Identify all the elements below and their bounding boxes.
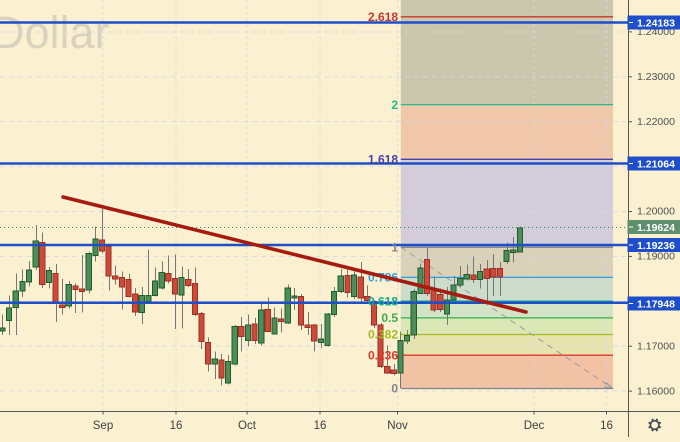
svg-text:1.20000: 1.20000 bbox=[637, 206, 675, 218]
svg-text:2.618: 2.618 bbox=[368, 10, 398, 24]
svg-text:1.22000: 1.22000 bbox=[637, 116, 675, 128]
svg-text:2: 2 bbox=[391, 98, 398, 112]
svg-text:Nov: Nov bbox=[387, 420, 408, 432]
svg-text:0.382: 0.382 bbox=[368, 328, 398, 342]
svg-text:1.17000: 1.17000 bbox=[637, 340, 675, 352]
svg-text:1.17948: 1.17948 bbox=[637, 298, 675, 310]
svg-text:Oct: Oct bbox=[238, 420, 257, 432]
svg-text:Dollar: Dollar bbox=[0, 7, 110, 58]
svg-text:1.21064: 1.21064 bbox=[637, 158, 675, 170]
svg-text:1.19000: 1.19000 bbox=[637, 251, 675, 263]
svg-text:1.16000: 1.16000 bbox=[637, 385, 675, 397]
svg-text:Dec: Dec bbox=[524, 420, 545, 432]
svg-text:0: 0 bbox=[391, 382, 398, 396]
svg-text:1.19236: 1.19236 bbox=[637, 240, 675, 252]
svg-text:0.5: 0.5 bbox=[381, 311, 398, 325]
svg-text:16: 16 bbox=[600, 420, 613, 432]
svg-text:1.19624: 1.19624 bbox=[637, 222, 675, 234]
svg-text:1: 1 bbox=[391, 240, 398, 254]
svg-text:1.24183: 1.24183 bbox=[637, 17, 675, 29]
svg-text:1.23000: 1.23000 bbox=[637, 71, 675, 83]
svg-text:Sep: Sep bbox=[93, 420, 113, 432]
svg-text:16: 16 bbox=[170, 420, 183, 432]
svg-text:16: 16 bbox=[314, 420, 327, 432]
svg-text:0.236: 0.236 bbox=[368, 348, 398, 362]
svg-text:1.618: 1.618 bbox=[368, 153, 398, 167]
svg-text:0.618: 0.618 bbox=[368, 294, 398, 308]
